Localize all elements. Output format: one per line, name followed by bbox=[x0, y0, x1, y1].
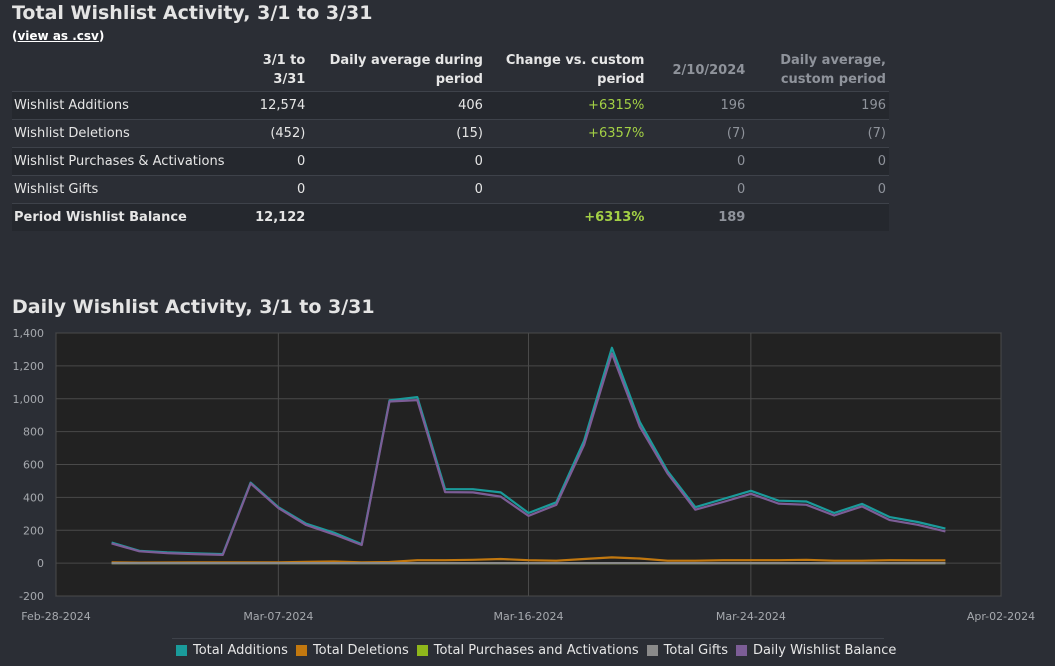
cell-daily-average: 0 bbox=[308, 175, 486, 204]
y-tick-label: 800 bbox=[23, 426, 44, 439]
cell-custom-average bbox=[748, 203, 889, 231]
cell-custom: 189 bbox=[647, 203, 749, 231]
cell-custom-average: (7) bbox=[748, 119, 889, 148]
x-tick-label: Feb-28-2024 bbox=[21, 610, 90, 623]
csv-link-wrapper: (view as .csv) bbox=[12, 29, 105, 43]
cell-total: 12,122 bbox=[227, 203, 309, 231]
header-custom-date: 2/10/2024 bbox=[672, 62, 746, 78]
chart-legend: Total Additions Total Deletions Total Purc… bbox=[172, 638, 896, 662]
cell-custom: 0 bbox=[647, 175, 749, 204]
cell-daily-average bbox=[308, 203, 486, 231]
y-tick-label: 200 bbox=[23, 524, 44, 537]
chart-title: Daily Wishlist Activity, 3/1 to 3/31 bbox=[12, 296, 375, 318]
cell-change bbox=[485, 147, 648, 176]
y-tick-label: 400 bbox=[23, 491, 44, 504]
table-row: Wishlist Gifts 0 0 0 0 bbox=[12, 175, 889, 204]
y-tick-label: 600 bbox=[23, 459, 44, 472]
y-tick-label: 1,400 bbox=[13, 327, 45, 340]
row-label: Wishlist Additions bbox=[12, 91, 228, 120]
cell-daily-average: 0 bbox=[308, 147, 486, 176]
row-label: Wishlist Purchases & Activations bbox=[12, 147, 228, 176]
cell-total: (452) bbox=[227, 119, 309, 148]
legend-label: Total Deletions bbox=[312, 643, 409, 658]
legend-swatch bbox=[416, 645, 428, 656]
header-daily-average: Daily average during period bbox=[329, 53, 483, 87]
y-tick-label: 0 bbox=[37, 557, 44, 570]
legend-label: Daily Wishlist Balance bbox=[753, 643, 897, 658]
row-label: Wishlist Deletions bbox=[12, 119, 228, 148]
cell-daily-average: (15) bbox=[308, 119, 486, 148]
table-row: Wishlist Purchases & Activations 0 0 0 0 bbox=[12, 147, 889, 176]
x-tick-label: Apr-02-2024 bbox=[967, 610, 1035, 623]
cell-change: +6315% bbox=[485, 91, 648, 120]
cell-custom-average: 0 bbox=[748, 175, 889, 204]
daily-wishlist-chart: -200 0 200 400 600 800 1,000 1,200 1,400 Feb-28-2… bbox=[13, 327, 1036, 623]
x-tick-label: Mar-24-2024 bbox=[716, 610, 786, 623]
y-tick-label: -200 bbox=[19, 590, 44, 603]
x-tick-label: Mar-16-2024 bbox=[494, 610, 564, 623]
cell-change bbox=[485, 175, 648, 204]
cell-custom-average: 196 bbox=[748, 91, 889, 120]
cell-total: 0 bbox=[227, 147, 309, 176]
table-row: Wishlist Additions 12,574 406 +6315% 196… bbox=[12, 91, 889, 120]
y-tick-label: 1,000 bbox=[13, 393, 45, 406]
header-change: Change vs. custom period bbox=[505, 53, 645, 87]
cell-custom: 196 bbox=[647, 91, 749, 120]
legend-item-total-additions[interactable]: Total Additions bbox=[176, 643, 288, 658]
table-row: Wishlist Deletions (452) (15) +6357% (7)… bbox=[12, 119, 889, 148]
legend-label: Total Additions bbox=[193, 643, 288, 658]
header-custom-average: Daily average, custom period bbox=[780, 53, 886, 87]
cell-total: 0 bbox=[227, 175, 309, 204]
x-tick-label: Mar-07-2024 bbox=[243, 610, 313, 623]
legend-label: Total Gifts bbox=[663, 643, 729, 658]
cell-custom: (7) bbox=[647, 119, 749, 148]
header-label bbox=[12, 49, 227, 92]
legend-label: Total Purchases and Activations bbox=[433, 643, 639, 658]
y-tick-label: 1,200 bbox=[13, 360, 45, 373]
cell-change: +6357% bbox=[485, 119, 648, 148]
summary-header-row: 3/1 to 3/31 Daily average during period … bbox=[12, 49, 889, 92]
cell-custom: 0 bbox=[647, 147, 749, 176]
legend-swatch bbox=[646, 645, 658, 656]
summary-table: 3/1 to 3/31 Daily average during period … bbox=[12, 49, 889, 231]
legend-swatch bbox=[176, 645, 187, 656]
cell-custom-average: 0 bbox=[748, 147, 889, 176]
cell-change: +6313% bbox=[485, 203, 648, 231]
table-row-balance: Period Wishlist Balance 12,122 +6313% 18… bbox=[12, 203, 889, 231]
series-line-daily-wishlist-balance bbox=[111, 352, 946, 556]
cell-total: 12,574 bbox=[227, 91, 309, 120]
row-label: Wishlist Gifts bbox=[12, 175, 228, 204]
legend-swatch bbox=[736, 645, 748, 656]
row-label: Period Wishlist Balance bbox=[12, 203, 228, 231]
cell-daily-average: 406 bbox=[308, 91, 486, 120]
legend-item-total-deletions[interactable]: Total Deletions bbox=[295, 643, 409, 658]
header-period-total: 3/1 to 3/31 bbox=[262, 53, 306, 87]
legend-swatch bbox=[295, 645, 307, 656]
view-as-csv-link[interactable]: view as .csv bbox=[17, 29, 99, 43]
legend-item-total-gifts[interactable]: Total Gifts bbox=[646, 643, 729, 658]
summary-title: Total Wishlist Activity, 3/1 to 3/31 bbox=[12, 2, 373, 24]
legend-item-total-purchases-and-activations[interactable]: Total Purchases and Activations bbox=[416, 643, 639, 658]
legend-item-daily-wishlist-balance[interactable]: Daily Wishlist Balance bbox=[736, 643, 896, 658]
